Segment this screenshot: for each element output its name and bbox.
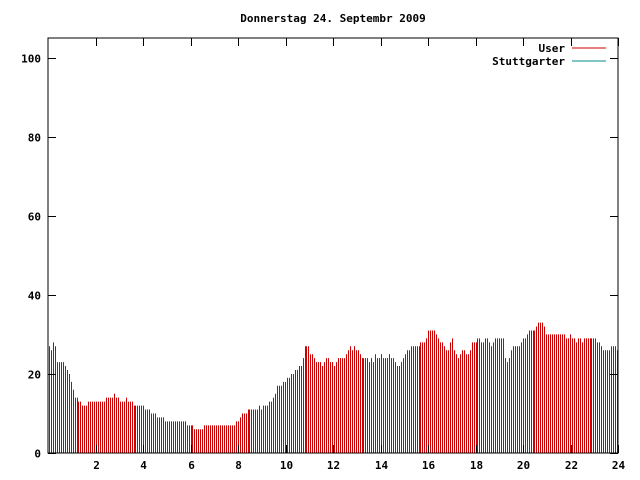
y-tick-label: 20	[28, 369, 41, 382]
x-tick-label: 2	[93, 459, 100, 472]
legend-label-user: User	[539, 42, 566, 55]
x-tick-label: 4	[140, 459, 147, 472]
legend-label-stuttgarter: Stuttgarter	[492, 55, 565, 68]
y-tick-label: 60	[28, 211, 41, 224]
x-tick-label: 10	[280, 459, 293, 472]
bar-group	[49, 322, 618, 453]
y-tick-label: 40	[28, 290, 41, 303]
x-tick-label: 20	[517, 459, 530, 472]
chart-title: Donnerstag 24. Septembr 2009	[240, 12, 425, 25]
y-tick-label: 0	[34, 448, 41, 461]
legend: User Stuttgarter	[492, 42, 606, 68]
x-tick-label: 22	[565, 459, 578, 472]
x-tick-label: 8	[235, 459, 242, 472]
y-tick-label: 100	[21, 53, 41, 66]
x-tick-label: 14	[375, 459, 389, 472]
x-tick-label: 12	[327, 459, 340, 472]
x-tick-label: 16	[422, 459, 436, 472]
x-tick-label: 18	[470, 459, 483, 472]
x-tick-label: 24	[612, 459, 626, 472]
y-tick-label: 80	[28, 132, 41, 145]
x-tick-label: 6	[188, 459, 195, 472]
